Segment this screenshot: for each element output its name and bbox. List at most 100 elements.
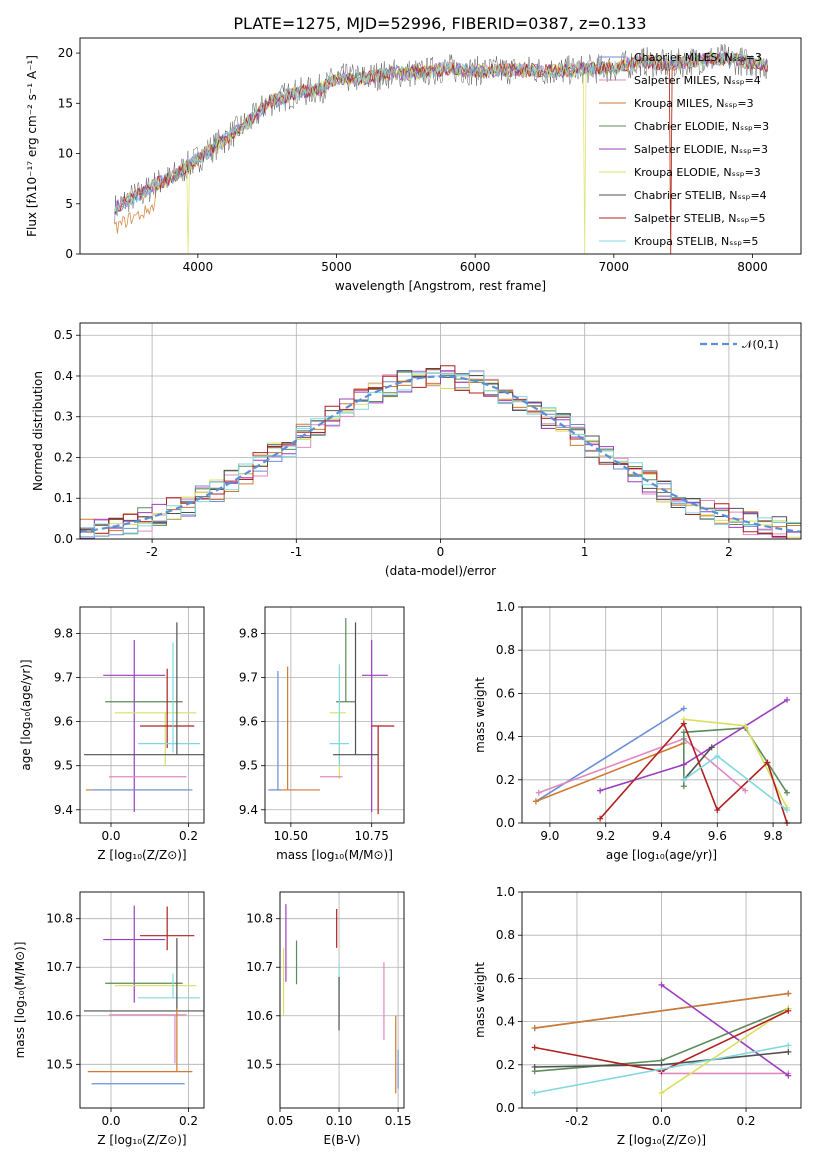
- x-tick-label: 1: [581, 545, 589, 559]
- legend-label: Chabrier MILES, Nₛₛₚ=3: [634, 51, 762, 64]
- weight-age-marker: [784, 696, 791, 703]
- age-z-point: [114, 712, 197, 766]
- weight-age-marker: [597, 787, 604, 794]
- x-axis-label: Z [log₁₀(Z/Z⊙)]: [97, 1133, 186, 1147]
- y-tick-label: 0.1: [54, 491, 73, 505]
- weight-z-marker: [658, 1089, 665, 1096]
- weight-age-marker: [764, 759, 771, 766]
- weight-age-marker: [680, 776, 687, 783]
- legend-label: Salpeter ELODIE, Nₛₛₚ=3: [634, 143, 768, 156]
- weight-age-marker: [597, 815, 604, 822]
- y-tick-label: 10.6: [46, 1009, 73, 1023]
- y-tick-label: 1.0: [496, 885, 515, 899]
- y-tick-label: 9.5: [239, 759, 258, 773]
- y-tick-label: 9.7: [239, 671, 258, 685]
- weight-z-marker: [531, 1089, 538, 1096]
- y-tick-label: 0.4: [54, 369, 73, 383]
- age-mass-point: [329, 664, 350, 766]
- y-axis-label: age [log₁₀(age/yr)]: [19, 659, 33, 770]
- weight-z-line: [534, 992, 789, 1029]
- weight-z-marker: [658, 981, 665, 988]
- y-tick-label: 0.6: [496, 686, 515, 700]
- x-axis-label: mass [log₁₀(M/M⊙)]: [276, 848, 393, 862]
- axes-frame: [521, 606, 802, 824]
- weight-z-marker: [785, 1007, 792, 1014]
- y-tick-label: 10.7: [246, 960, 273, 974]
- y-tick-label: 0.2: [54, 450, 73, 464]
- axes-frame: [279, 891, 405, 1109]
- weight-z-line: [661, 1007, 789, 1094]
- spectrum-lines: [114, 43, 769, 254]
- y-tick-label: 0.6: [496, 971, 515, 985]
- weight-age-marker: [742, 787, 749, 794]
- axes-frame: [264, 606, 405, 824]
- weight-z-marker: [785, 990, 792, 997]
- histogram-steps: [80, 365, 801, 539]
- age-mass-point: [329, 712, 346, 779]
- x-tick-label: 0.2: [736, 1114, 755, 1128]
- spectrum-series: [114, 51, 769, 214]
- weight-age-marker: [714, 807, 721, 814]
- x-tick-label: 6000: [460, 260, 491, 274]
- y-tick-label: 10.5: [46, 1057, 73, 1071]
- y-tick-label: 9.7: [54, 671, 73, 685]
- x-tick-label: 4000: [183, 260, 214, 274]
- weight-age-line: [599, 699, 788, 792]
- x-tick-label: -0.2: [565, 1114, 588, 1128]
- y-tick-label: 9.5: [54, 759, 73, 773]
- figure-title: PLATE=1275, MJD=52996, FIBERID=0387, z=0…: [233, 14, 646, 33]
- x-tick-label: 10.75: [354, 829, 388, 843]
- x-axis-label: (data-model)/error: [385, 564, 496, 578]
- weight-age-marker: [680, 705, 687, 712]
- y-tick-label: 0.8: [496, 928, 515, 942]
- x-tick-label: 0.15: [385, 1114, 412, 1128]
- y-tick-label: 5: [65, 197, 73, 211]
- weight-z-marker: [531, 1063, 538, 1070]
- y-tick-label: 15: [58, 96, 73, 110]
- x-tick-label: 10.50: [274, 829, 308, 843]
- weight-age-marker: [680, 720, 687, 727]
- age-z-point: [140, 668, 195, 749]
- legend-label: Kroupa MILES, Nₛₛₚ=3: [634, 97, 754, 110]
- weight-z-line: [661, 984, 789, 1077]
- x-tick-label: 9.6: [708, 829, 727, 843]
- y-axis-label: mass weight: [473, 962, 487, 1038]
- y-tick-label: 20: [58, 46, 73, 60]
- y-tick-label: 0.4: [496, 730, 515, 744]
- y-axis-label: mass weight: [473, 677, 487, 753]
- x-axis-label: age [log₁₀(age/yr)]: [606, 848, 717, 862]
- x-tick-label: 0.2: [179, 1114, 198, 1128]
- x-tick-label: 2: [725, 545, 733, 559]
- y-tick-label: 9.6: [54, 715, 73, 729]
- x-tick-label: 9.8: [764, 829, 783, 843]
- y-tick-label: 0.0: [496, 816, 515, 830]
- x-tick-label: 9.2: [596, 829, 615, 843]
- x-tick-label: 5000: [321, 260, 352, 274]
- weight-age-marker: [535, 789, 542, 796]
- legend-label: Salpeter MILES, Nₛₛₚ=4: [634, 74, 761, 87]
- age-z-point: [103, 640, 166, 812]
- y-axis-label: Flux [fλ10⁻¹⁷ erg cm⁻² s⁻¹ A⁻¹]: [25, 55, 39, 237]
- y-tick-label: 1.0: [496, 600, 515, 614]
- mass-z-point: [103, 905, 166, 1003]
- x-tick-label: -1: [290, 545, 302, 559]
- axes-frame: [521, 891, 802, 1109]
- x-tick-label: 0.0: [652, 1114, 671, 1128]
- y-tick-label: 0: [65, 247, 73, 261]
- weight-age-marker: [714, 753, 721, 760]
- weight-age-marker: [784, 789, 791, 796]
- weight-age-marker: [680, 783, 687, 790]
- y-tick-label: 0.8: [496, 643, 515, 657]
- x-tick-label: 0.0: [101, 1114, 120, 1128]
- legend-label: Chabrier ELODIE, Nₛₛₚ=3: [634, 120, 769, 133]
- age-mass-point: [371, 725, 395, 815]
- x-tick-label: 9.0: [540, 829, 559, 843]
- legend-label: Kroupa ELODIE, Nₛₛₚ=3: [634, 166, 761, 179]
- y-tick-label: 0.5: [54, 328, 73, 342]
- weight-age-marker: [680, 761, 687, 768]
- x-tick-label: 0: [437, 545, 445, 559]
- weight-age-line: [683, 727, 788, 794]
- weight-age-line: [535, 707, 685, 803]
- weight-age-marker: [532, 798, 539, 805]
